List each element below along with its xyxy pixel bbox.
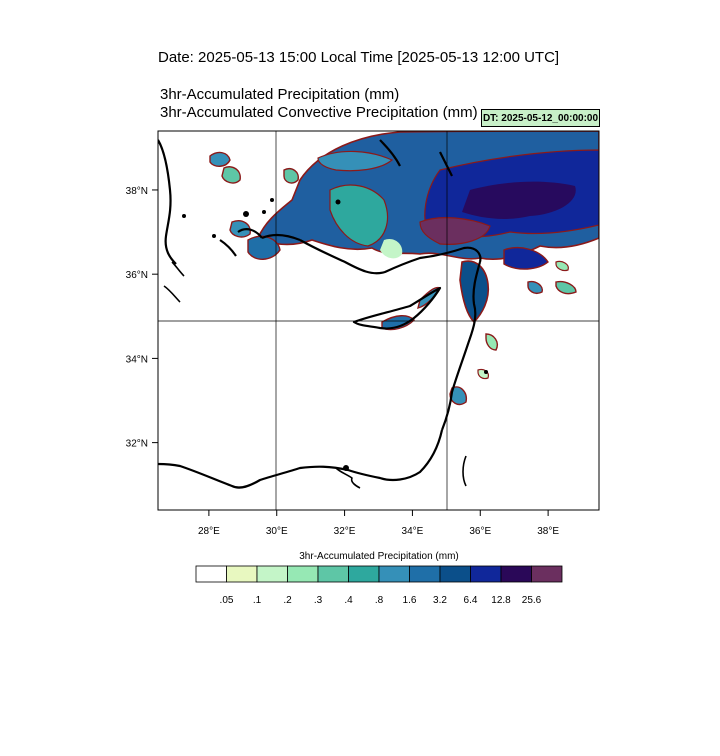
island-7 <box>343 465 349 471</box>
precip-cell-aegean-1 <box>209 151 231 167</box>
precip-light-spot <box>380 238 403 259</box>
colorbar-swatch <box>195 565 227 583</box>
colorbar-swatch <box>470 565 502 583</box>
lon-tick-label: 36°E <box>469 526 491 537</box>
precip-cell-east-6 <box>555 260 569 272</box>
island-8 <box>484 370 488 374</box>
precip-cell-east-1 <box>555 280 577 295</box>
colorbar-swatch <box>348 565 380 583</box>
colorbar-label: 12.8 <box>491 595 511 606</box>
lon-tick-label: 32°E <box>334 526 356 537</box>
colorbar-label: .4 <box>344 595 353 606</box>
colorbar-labels: .05 .1 .2 .3 .4 .8 1.6 3.2 6.4 12.8 25.6 <box>0 595 720 609</box>
colorbar-swatch <box>500 565 532 583</box>
precip-maroon-patch <box>419 217 491 245</box>
colorbar-swatch <box>287 565 319 583</box>
precip-cell-aegean-5 <box>283 168 299 184</box>
colorbar-label: .2 <box>283 595 292 606</box>
colorbar-label: .05 <box>219 595 234 606</box>
colorbar-label: 3.2 <box>433 595 447 606</box>
coastlines <box>158 139 482 489</box>
lon-tick-label: 38°E <box>537 526 559 537</box>
island-1 <box>243 211 249 217</box>
coast-crete <box>163 261 185 303</box>
precip-cell-east-2 <box>527 280 543 295</box>
lon-tick-label: 28°E <box>198 526 220 537</box>
date-title: Date: 2025-05-13 15:00 Local Time [2025-… <box>158 49 560 66</box>
colorbar-swatch <box>439 565 471 583</box>
precip-field <box>158 131 599 489</box>
gridlines <box>158 131 599 510</box>
lon-tick-label: 30°E <box>266 526 288 537</box>
coast-levant <box>440 261 482 431</box>
colorbar-label: 6.4 <box>463 595 478 606</box>
colorbar-label: 1.6 <box>402 595 417 606</box>
colorbar-swatch <box>409 565 441 583</box>
island-5 <box>212 234 216 238</box>
colorbar-title: 3hr-Accumulated Precipitation (mm) <box>299 551 459 562</box>
lon-tick-label: 34°E <box>402 526 424 537</box>
colorbar-swatch <box>317 565 349 583</box>
colorbar-label: .8 <box>374 595 384 606</box>
precip-core-dark <box>462 181 576 219</box>
colorbar-swatch <box>531 565 563 583</box>
colorbar-swatch <box>226 565 258 583</box>
lat-axis: 32°N 34°N 36°N 38°N <box>126 186 158 450</box>
precip-teal-west <box>329 184 389 247</box>
lat-tick-label: 36°N <box>126 270 148 281</box>
precip-north-strip <box>317 150 394 172</box>
precip-cell-syria <box>503 246 549 270</box>
lat-tick-label: 32°N <box>126 439 148 450</box>
precip-cell-east-3 <box>485 333 498 351</box>
colorbar-label: 25.6 <box>521 595 542 606</box>
lat-tick-label: 34°N <box>126 354 148 365</box>
precip-cell-aegean-2 <box>221 166 241 184</box>
coast-cyprus <box>352 286 442 330</box>
coast-anatolia-south <box>299 239 482 275</box>
lon-axis: 28°E 30°E 32°E 34°E 36°E 38°E <box>198 510 559 537</box>
coast-aegean-east <box>219 228 263 257</box>
island-4 <box>182 214 186 218</box>
colorbar-swatch <box>378 565 410 583</box>
colorbar-label: .3 <box>313 595 323 606</box>
dt-badge: DT: 2025-05-12_00:00:00 <box>481 109 600 127</box>
colorbar-label: .1 <box>252 595 262 606</box>
island-6 <box>335 199 341 205</box>
variable-title-precip: 3hr-Accumulated Precipitation (mm) <box>160 86 400 103</box>
coast-aegean-west <box>158 139 177 265</box>
map-frame <box>157 130 600 511</box>
colorbar <box>195 565 563 583</box>
island-3 <box>270 198 274 202</box>
coast-aqaba <box>462 455 467 487</box>
lat-tick-label: 38°N <box>126 186 148 197</box>
precip-cell-aegean-3 <box>229 220 251 238</box>
islands <box>182 198 488 471</box>
island-2 <box>262 210 266 214</box>
coast-sinai-egypt <box>158 429 444 489</box>
variable-title-convective: 3hr-Accumulated Convective Precipitation… <box>160 104 478 121</box>
coast-turkey-west <box>261 233 301 242</box>
colorbar-swatch <box>256 565 288 583</box>
coast-turkey-north <box>379 139 453 177</box>
coast-nile-delta <box>335 467 361 489</box>
